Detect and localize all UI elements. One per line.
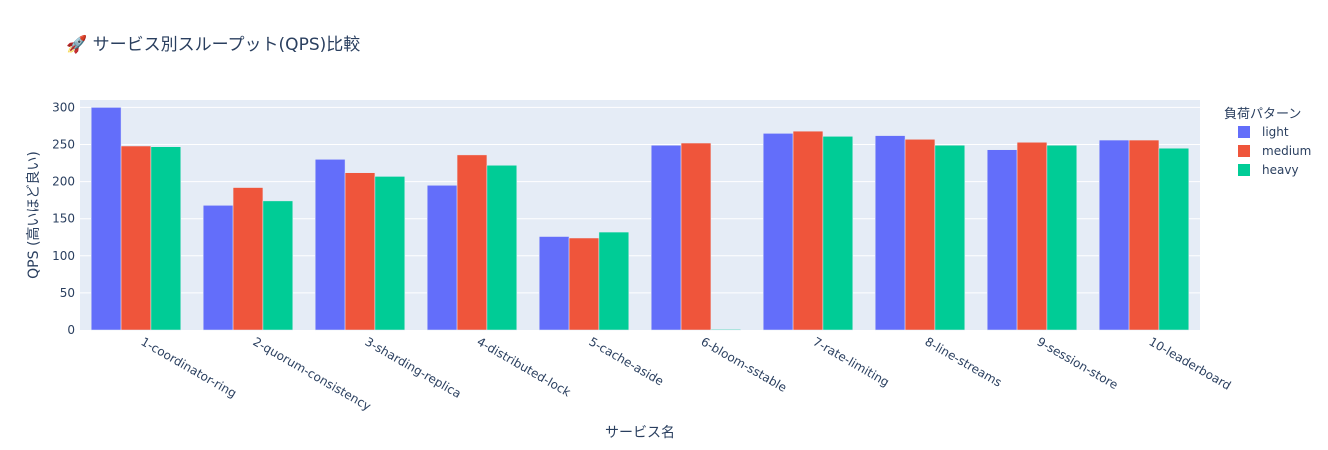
y-tick-label: 0 (67, 323, 75, 337)
bar-heavy-9 (1046, 145, 1078, 331)
x-tick-label: 5-cache-aside (587, 334, 667, 388)
bar-light-1 (90, 107, 122, 331)
y-tick-label: 100 (52, 249, 75, 263)
x-tick-label: 9-session-store (1035, 334, 1121, 392)
legend-swatch-light[interactable] (1238, 126, 1250, 138)
chart-title: 🚀 サービス別スループット(QPS)比較 (66, 34, 360, 55)
bar-heavy-5 (598, 231, 630, 331)
bar-light-10 (1098, 139, 1130, 331)
y-tick-label: 150 (52, 212, 75, 226)
bar-light-3 (314, 159, 346, 331)
y-tick-label: 250 (52, 138, 75, 152)
bar-heavy-1 (150, 146, 182, 331)
legend-label-heavy[interactable]: heavy (1262, 163, 1299, 177)
bar-light-8 (874, 135, 906, 331)
x-axis-title: サービス名 (605, 425, 675, 441)
bar-medium-2 (232, 187, 264, 331)
bar-light-9 (986, 149, 1018, 331)
bar-light-6 (650, 145, 682, 331)
bar-heavy-4 (486, 165, 518, 331)
x-tick-label: 4-distributed-lock (475, 334, 574, 399)
bar-heavy-10 (1158, 147, 1190, 331)
bars (90, 107, 1190, 331)
y-axis-ticks: 0 50 100 150 200 250 300 (52, 100, 75, 337)
bar-medium-3 (344, 172, 376, 331)
bar-light-2 (202, 205, 234, 331)
bar-medium-4 (456, 154, 488, 331)
bar-heavy-8 (934, 145, 966, 331)
bar-light-7 (762, 133, 794, 331)
y-tick-label: 200 (52, 175, 75, 189)
x-tick-label: 2-quorum-consistency (251, 334, 374, 413)
bar-heavy-3 (374, 176, 406, 331)
bar-medium-7 (792, 130, 824, 331)
x-tick-label: 6-bloom-sstable (699, 334, 790, 394)
legend-title: 負荷パターン (1224, 107, 1301, 122)
y-axis-title: QPS (高いほど良い) (25, 151, 42, 279)
legend-swatch-medium[interactable] (1238, 145, 1250, 157)
x-tick-label: 7-rate-limiting (811, 334, 892, 389)
bar-heavy-2 (262, 200, 294, 331)
bar-medium-6 (680, 142, 712, 331)
bar-medium-10 (1128, 139, 1160, 331)
legend-label-medium[interactable]: medium (1262, 144, 1311, 158)
bar-light-4 (426, 185, 458, 331)
legend-label-light[interactable]: light (1262, 125, 1289, 139)
y-tick-label: 50 (60, 286, 75, 300)
x-tick-label: 8-line-streams (923, 334, 1005, 389)
x-axis-ticks: 1-coordinator-ring 2-quorum-consistency3-… (139, 334, 1234, 413)
legend-swatch-heavy[interactable] (1238, 164, 1250, 176)
x-tick-label: 3-sharding-replica (363, 334, 464, 400)
legend: 負荷パターン light medium heavy (1224, 107, 1311, 177)
bar-medium-5 (568, 237, 600, 331)
bar-heavy-7 (822, 136, 854, 331)
bar-light-5 (538, 236, 570, 331)
x-tick-label: 1-coordinator-ring (139, 334, 239, 400)
bar-medium-1 (120, 145, 152, 331)
bar-heavy-6 (710, 329, 742, 331)
bar-medium-9 (1016, 142, 1048, 331)
bar-medium-8 (904, 139, 936, 331)
x-tick-label: 10-leaderboard (1147, 334, 1234, 392)
y-tick-label: 300 (52, 100, 75, 114)
